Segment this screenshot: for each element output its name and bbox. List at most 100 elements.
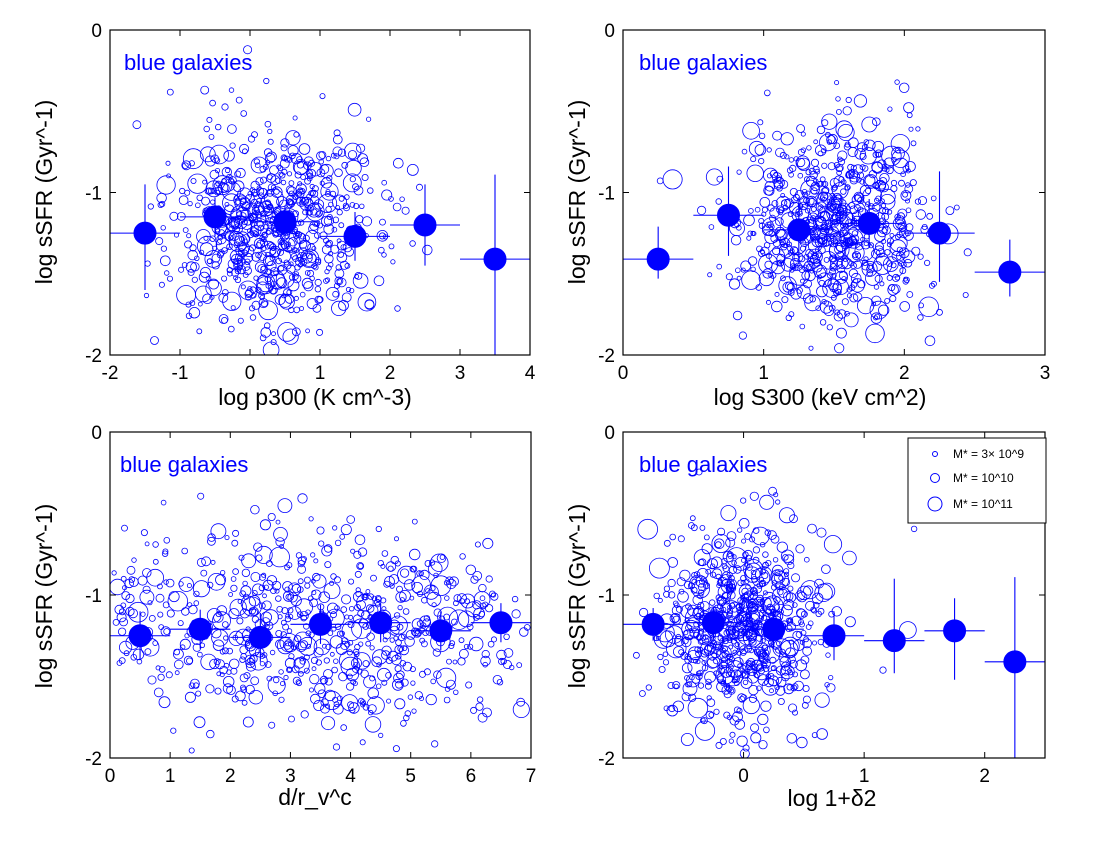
galaxy-point bbox=[445, 576, 454, 585]
galaxy-point bbox=[439, 554, 446, 560]
galaxy-point bbox=[929, 282, 936, 289]
galaxy-point bbox=[193, 716, 206, 729]
galaxy-point bbox=[342, 173, 362, 193]
galaxy-point bbox=[750, 266, 756, 272]
galaxy-point bbox=[771, 300, 783, 313]
galaxy-point bbox=[267, 138, 274, 145]
bin-mean-point bbox=[309, 612, 332, 636]
galaxy-point bbox=[332, 703, 344, 715]
galaxy-point bbox=[465, 564, 477, 576]
galaxy-point bbox=[930, 195, 937, 202]
galaxy-point bbox=[178, 581, 184, 587]
bin-mean-point bbox=[857, 211, 881, 235]
galaxy-point bbox=[687, 582, 695, 590]
galaxy-point bbox=[202, 293, 213, 305]
galaxy-point bbox=[238, 280, 258, 301]
x-tick-label: 0 bbox=[738, 766, 749, 787]
galaxy-point bbox=[278, 669, 284, 675]
galaxy-point bbox=[321, 716, 336, 731]
galaxy-point bbox=[781, 296, 789, 304]
galaxy-point bbox=[850, 234, 860, 244]
galaxy-point bbox=[841, 298, 849, 306]
galaxy-point bbox=[743, 592, 751, 599]
galaxy-point bbox=[200, 85, 210, 95]
galaxy-point bbox=[759, 577, 765, 583]
galaxy-point bbox=[780, 243, 788, 251]
galaxy-point bbox=[249, 286, 257, 294]
galaxy-point bbox=[871, 117, 881, 126]
galaxy-point bbox=[811, 236, 818, 242]
bin-mean-point bbox=[1003, 650, 1027, 674]
x-tick-label: 0 bbox=[245, 363, 256, 384]
galaxy-point bbox=[341, 292, 352, 303]
galaxy-point bbox=[381, 252, 387, 258]
panel-entropy: 0 1 2 3-2-10 blue galaxies log S300 (keV cm… bbox=[564, 21, 1050, 410]
galaxy-point bbox=[376, 230, 389, 242]
galaxy-point bbox=[764, 181, 776, 192]
galaxy-point bbox=[243, 672, 251, 680]
galaxy-point bbox=[178, 195, 189, 206]
galaxy-point bbox=[253, 231, 260, 238]
axis-ticks: -2 -1 0 1 2 3 4-2-10 bbox=[85, 21, 536, 384]
galaxy-point bbox=[881, 212, 890, 221]
galaxy-point bbox=[354, 643, 361, 651]
galaxy-point bbox=[340, 244, 347, 251]
galaxy-point bbox=[114, 604, 125, 615]
galaxy-point bbox=[264, 661, 272, 668]
galaxy-point bbox=[323, 278, 329, 284]
galaxy-point bbox=[747, 230, 754, 237]
galaxy-point bbox=[269, 247, 277, 255]
panel-distance: 0 1 2 3 4 5 6 7-2-10 blue galaxies d/r_v^c log … bbox=[31, 423, 536, 810]
galaxy-point bbox=[905, 223, 914, 232]
galaxy-point bbox=[754, 206, 761, 213]
galaxy-point bbox=[331, 300, 347, 316]
galaxy-point bbox=[431, 602, 437, 608]
galaxy-point bbox=[705, 710, 714, 720]
galaxy-point bbox=[902, 278, 909, 285]
galaxy-point bbox=[778, 206, 785, 214]
galaxy-point bbox=[776, 185, 783, 192]
galaxy-point bbox=[857, 142, 867, 153]
galaxy-point bbox=[731, 676, 739, 683]
galaxy-point bbox=[315, 659, 322, 666]
galaxy-point bbox=[306, 175, 313, 182]
galaxy-point bbox=[248, 690, 264, 705]
galaxy-point bbox=[801, 189, 808, 195]
galaxy-point bbox=[453, 689, 459, 695]
galaxy-point bbox=[300, 640, 309, 649]
galaxy-point bbox=[414, 691, 423, 700]
galaxy-point bbox=[326, 213, 333, 220]
galaxy-point bbox=[702, 634, 709, 641]
galaxy-point bbox=[352, 183, 359, 191]
galaxy-point bbox=[852, 252, 859, 259]
galaxy-point bbox=[228, 608, 240, 620]
galaxy-point bbox=[245, 661, 256, 672]
galaxy-point bbox=[917, 314, 924, 321]
galaxy-point bbox=[394, 560, 401, 567]
galaxy-point bbox=[285, 199, 295, 209]
panel-label: blue galaxies bbox=[639, 452, 767, 477]
galaxy-point bbox=[843, 232, 853, 242]
galaxy-point bbox=[232, 223, 243, 235]
galaxy-point bbox=[766, 299, 772, 305]
galaxy-point bbox=[861, 116, 878, 133]
galaxy-point bbox=[800, 629, 807, 636]
galaxy-point bbox=[761, 217, 781, 237]
galaxy-point bbox=[259, 519, 271, 531]
galaxy-point bbox=[157, 673, 165, 681]
galaxy-point bbox=[353, 652, 371, 670]
galaxy-point bbox=[396, 670, 405, 679]
galaxy-point bbox=[844, 185, 850, 191]
galaxy-point bbox=[239, 212, 247, 220]
galaxy-point bbox=[741, 558, 746, 563]
galaxy-point bbox=[500, 658, 507, 665]
galaxy-point bbox=[295, 183, 307, 195]
galaxy-point bbox=[410, 680, 416, 686]
galaxy-point bbox=[448, 609, 470, 630]
galaxy-point bbox=[334, 168, 343, 178]
galaxy-point bbox=[807, 257, 815, 265]
galaxy-point bbox=[387, 650, 399, 662]
galaxy-point bbox=[389, 625, 400, 636]
galaxy-point bbox=[693, 606, 705, 617]
galaxy-point bbox=[181, 160, 192, 171]
